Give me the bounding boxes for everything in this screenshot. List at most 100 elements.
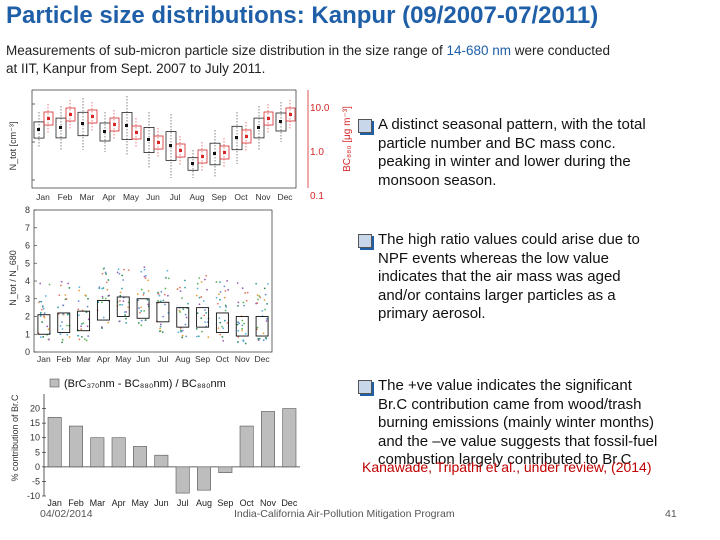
bar-legend-swatch	[49, 378, 60, 388]
bc-box	[285, 107, 296, 122]
scatter-point	[181, 297, 183, 300]
scatter-point	[241, 324, 244, 327]
number-mean-marker	[59, 126, 62, 129]
scatter-point	[241, 287, 244, 290]
scatter-point	[40, 308, 43, 311]
ratio-box	[196, 307, 210, 328]
bc-box	[175, 143, 186, 158]
number-mean-marker	[81, 122, 84, 125]
scatter-point	[184, 323, 187, 326]
bullet-line: Br.C contribution came from wood/trash	[378, 395, 642, 413]
y-tick-label: 0	[25, 347, 30, 357]
scatter-point	[164, 287, 167, 290]
scatter-point	[196, 282, 199, 285]
month-tick-label: Sep	[217, 498, 233, 508]
scatter-point	[140, 270, 143, 273]
bullet-line: burning emissions (mainly winter months)	[378, 414, 654, 431]
scatter-point	[145, 274, 147, 277]
bc-box	[87, 109, 98, 124]
scatter-point	[98, 286, 101, 288]
bullet-seasonal-pattern: A distinct seasonal pattern, with the to…	[358, 116, 718, 190]
scatter-point	[262, 339, 265, 342]
scatter-point	[177, 331, 180, 334]
scatter-point	[66, 324, 68, 327]
scatter-point	[217, 327, 220, 330]
scatter-point	[224, 309, 227, 312]
scatter-point	[68, 336, 71, 338]
scatter-point	[65, 298, 68, 300]
bc-box	[219, 145, 230, 160]
scatter-point	[159, 327, 161, 330]
scatter-point	[121, 287, 123, 290]
bullet-brc-contribution: The +ve value indicates the significant …	[358, 377, 720, 470]
scatter-point	[59, 333, 62, 335]
bc-box	[131, 125, 142, 140]
scatter-point	[245, 299, 248, 302]
scatter-point	[184, 286, 186, 289]
brc-bar	[47, 417, 62, 468]
scatter-point	[39, 282, 42, 285]
scatter-point	[236, 323, 239, 326]
bc-mean-marker	[91, 115, 94, 118]
scatter-point	[144, 277, 147, 279]
bc-mean-marker	[179, 149, 182, 152]
scatter-point	[219, 305, 221, 308]
ratio-box	[96, 300, 110, 321]
month-tick-label: Jul	[157, 354, 168, 364]
scatter-point	[203, 314, 206, 317]
number-mean-marker	[103, 130, 106, 133]
scatter-point	[256, 294, 259, 297]
month-tick-label: Mar	[90, 498, 106, 508]
bc-mean-marker	[289, 113, 292, 116]
number-box	[77, 111, 89, 137]
scatter-point	[197, 335, 200, 338]
scatter-point	[219, 298, 221, 301]
bc-mean-marker	[157, 141, 160, 144]
scatter-point	[48, 338, 50, 341]
brc-bar	[239, 425, 254, 468]
scatter-point	[97, 301, 100, 304]
y-tick-label: -5	[32, 476, 40, 486]
scatter-point	[224, 290, 227, 292]
scatter-point	[226, 280, 229, 282]
brc-bar	[90, 437, 105, 468]
number-box	[99, 122, 111, 142]
scatter-point	[223, 285, 226, 288]
scatter-point	[101, 295, 104, 298]
scatter-point	[157, 293, 160, 295]
scatter-point	[237, 329, 240, 332]
scatter-point	[258, 337, 261, 340]
scatter-point	[43, 312, 46, 315]
month-tick-label: Feb	[58, 192, 73, 202]
citation: Kanawade, Tripathi et al., under review,…	[362, 459, 652, 475]
number-mean-marker	[125, 124, 128, 127]
scatter-point	[219, 333, 222, 336]
scatter-point	[62, 304, 65, 307]
scatter-point	[82, 322, 85, 325]
ratio-box	[235, 316, 249, 337]
bullet-line: The +ve value indicates the significant	[378, 377, 632, 394]
y-tick-label: -10	[27, 491, 40, 501]
scatter-point	[255, 302, 258, 305]
ratio-box	[176, 307, 190, 328]
bc-mean-marker	[69, 113, 72, 116]
scatter-point	[181, 336, 184, 339]
scatter-point	[205, 312, 207, 314]
scatter-point	[83, 338, 86, 341]
month-tick-label: Jan	[36, 192, 50, 202]
scatter-point	[140, 306, 143, 309]
scatter-point	[143, 266, 146, 269]
scatter-point	[160, 290, 163, 293]
bc-mean-marker	[135, 131, 138, 134]
scatter-point	[198, 296, 201, 299]
month-tick-label: Dec	[255, 354, 271, 364]
scatter-point	[127, 306, 130, 309]
scatter-point	[86, 305, 89, 308]
scatter-point	[184, 313, 187, 316]
month-tick-label: Jun	[136, 354, 150, 364]
bc-box	[153, 135, 164, 150]
number-box	[275, 112, 287, 132]
bullet-line: and the –ve value suggests that fossil-f…	[378, 432, 658, 450]
month-tick-label: Nov	[235, 354, 251, 364]
scatter-point	[206, 288, 208, 291]
